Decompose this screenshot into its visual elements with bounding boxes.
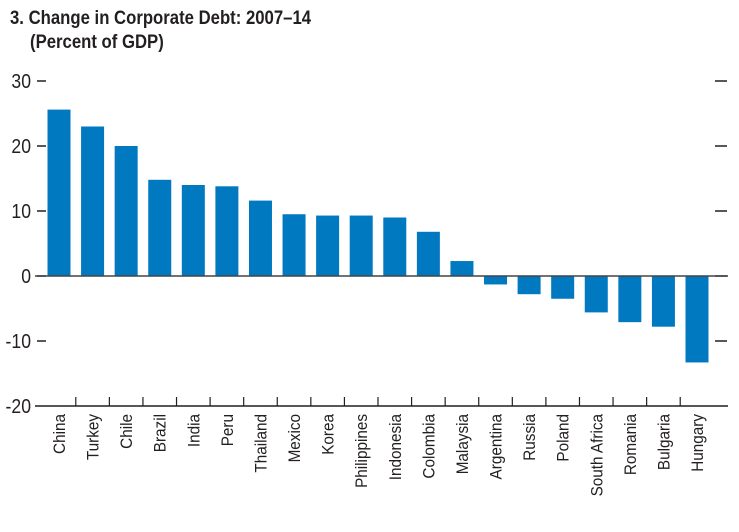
x-tick-label: Russia bbox=[520, 414, 539, 461]
x-tick-label: Mexico bbox=[285, 414, 304, 462]
x-tick-label: Korea bbox=[319, 414, 338, 455]
bar-peru bbox=[215, 186, 239, 276]
bar-argentina bbox=[484, 276, 508, 285]
y-tick-label: -20 bbox=[6, 395, 31, 417]
bar-korea bbox=[316, 215, 340, 276]
bar-chile bbox=[114, 146, 138, 276]
bar-indonesia bbox=[383, 217, 407, 276]
bar-thailand bbox=[248, 200, 272, 276]
y-tick-label: 30 bbox=[11, 70, 31, 92]
x-tick-label: Hungary bbox=[688, 413, 707, 472]
x-tick-label: Malaysia bbox=[453, 414, 472, 474]
bar-mexico bbox=[282, 214, 306, 276]
y-tick-label: 10 bbox=[11, 200, 31, 222]
x-tick-label: India bbox=[185, 414, 204, 447]
x-tick-label: China bbox=[50, 414, 69, 454]
bar-philippines bbox=[349, 215, 373, 276]
chart-title: 3. Change in Corporate Debt: 2007–14 bbox=[10, 8, 312, 29]
x-tick-label: Brazil bbox=[151, 414, 170, 452]
x-tick-label: South Africa bbox=[588, 414, 607, 496]
x-tick-label: Argentina bbox=[487, 414, 506, 479]
x-tick-label: Turkey bbox=[84, 413, 103, 460]
x-tick-label: Philippines bbox=[352, 414, 371, 488]
x-tick-label: Chile bbox=[117, 414, 136, 449]
bar-malaysia bbox=[450, 261, 474, 276]
bar-russia bbox=[517, 276, 541, 295]
x-tick-label: Bulgaria bbox=[655, 414, 674, 470]
bar-south-africa bbox=[584, 276, 608, 313]
bar-colombia bbox=[416, 231, 440, 276]
bar-turkey bbox=[81, 126, 105, 276]
y-tick-label: -10 bbox=[6, 330, 31, 352]
x-tick-label: Indonesia bbox=[386, 414, 405, 480]
y-tick-label: 0 bbox=[21, 265, 31, 287]
bar-bulgaria bbox=[651, 276, 675, 327]
chart-subtitle: (Percent of GDP) bbox=[30, 32, 164, 53]
x-tick-label: Romania bbox=[621, 414, 640, 475]
x-tick-label: Thailand bbox=[252, 414, 271, 473]
x-tick-label: Peru bbox=[218, 414, 237, 446]
bar-poland bbox=[551, 276, 575, 299]
x-tick-label: Poland bbox=[554, 414, 573, 462]
bar-hungary bbox=[685, 276, 709, 363]
bar-romania bbox=[618, 276, 642, 323]
x-tick-label: Colombia bbox=[420, 414, 439, 479]
bar-china bbox=[47, 109, 71, 276]
bar-india bbox=[181, 185, 205, 276]
bar-brazil bbox=[148, 179, 172, 276]
y-tick-label: 20 bbox=[11, 135, 31, 157]
